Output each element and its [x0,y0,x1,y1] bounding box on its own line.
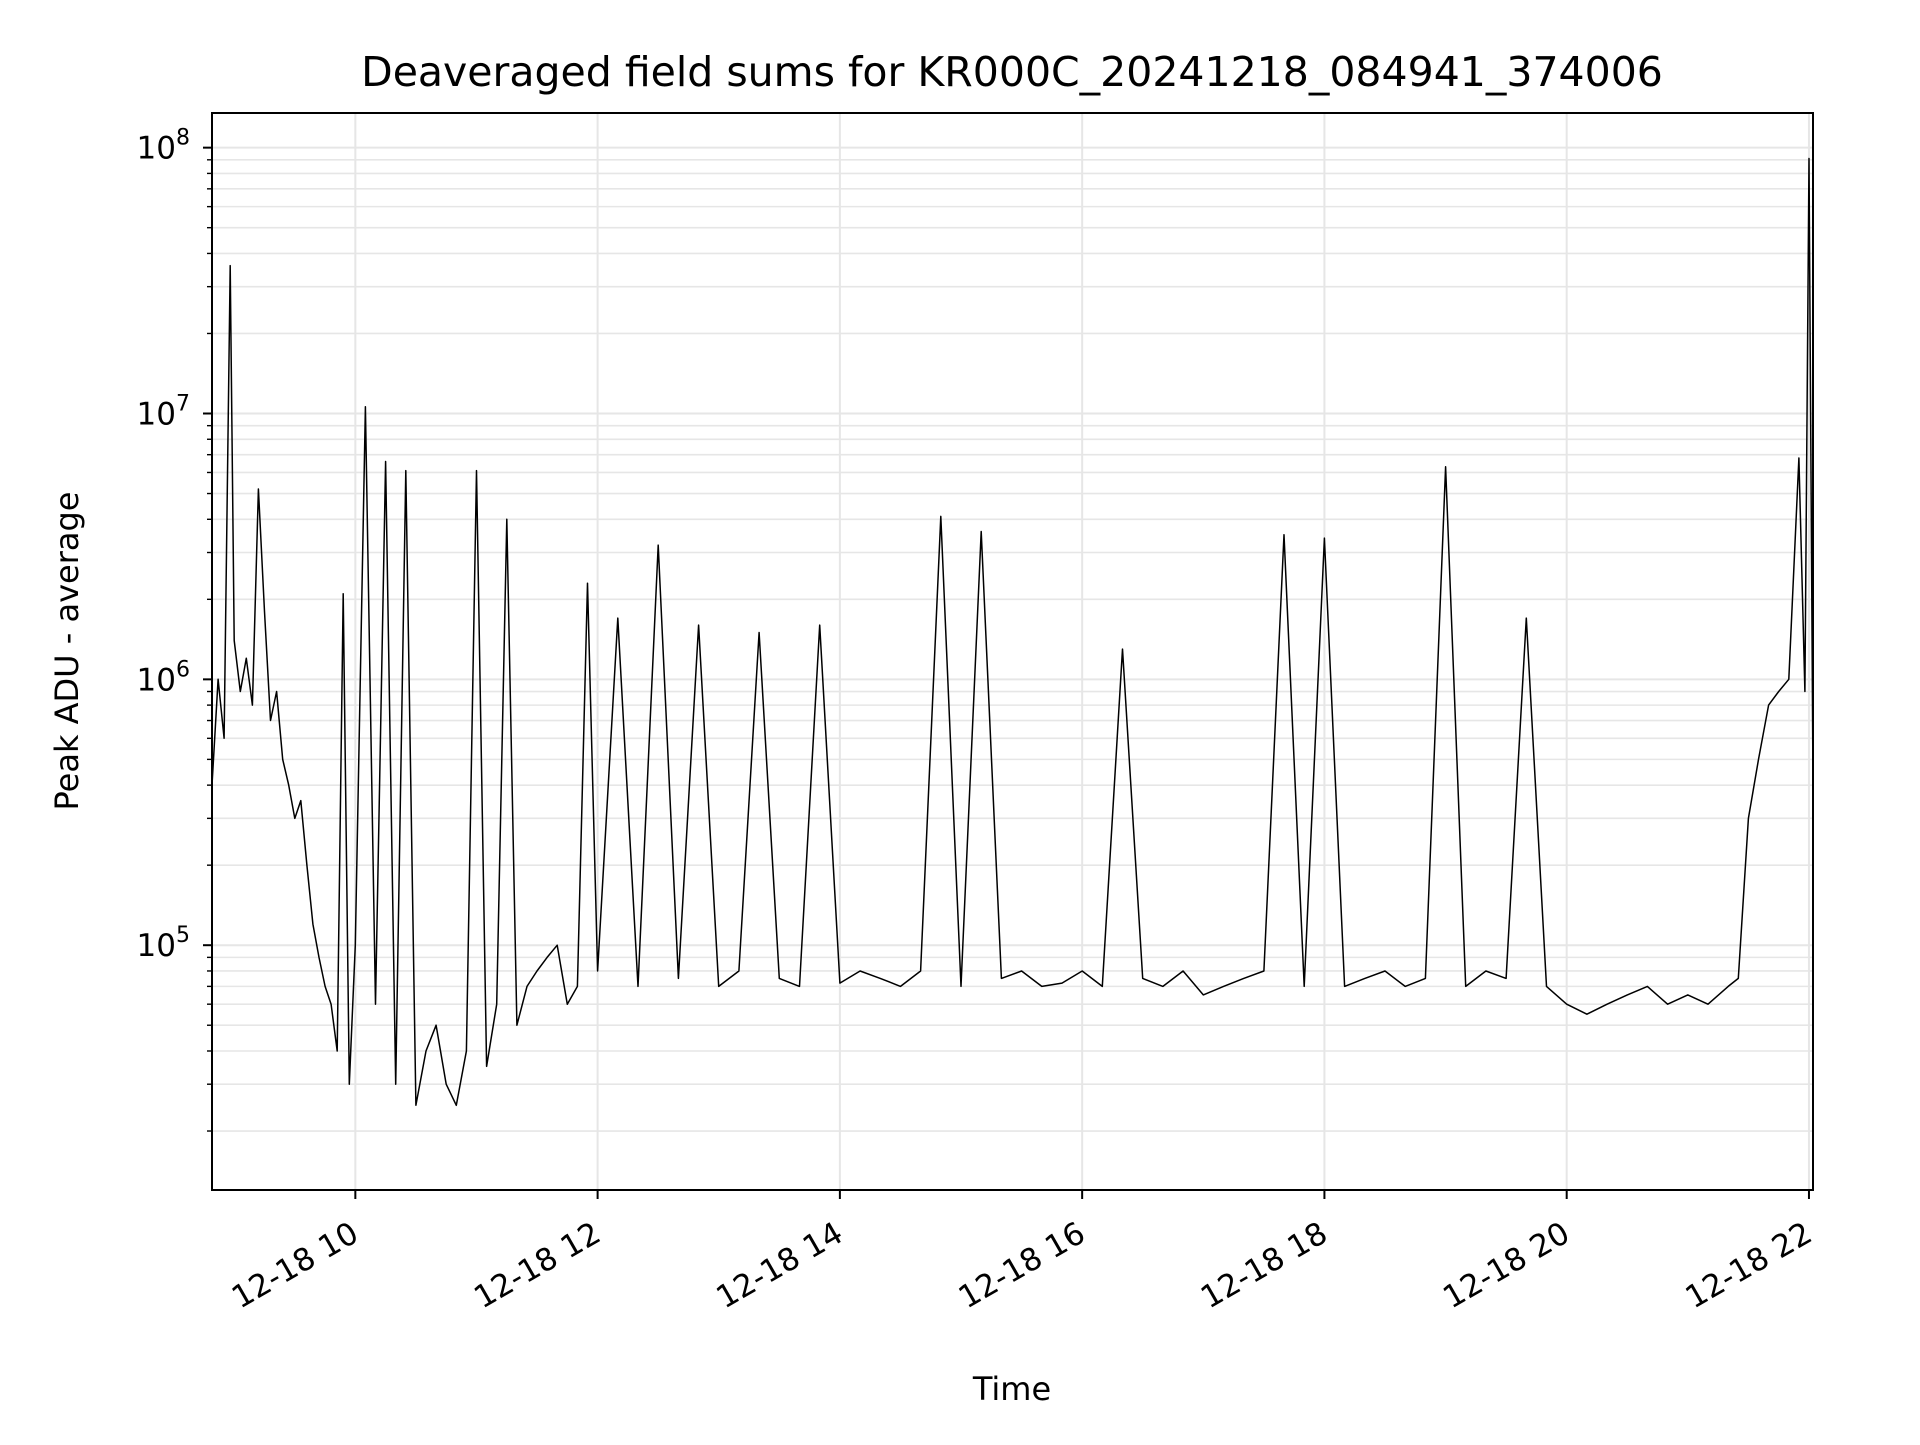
y-tick-label: 106 [137,657,190,698]
y-tick-label: 105 [137,923,190,964]
x-axis-label: Time [972,1370,1051,1408]
grid-layer [212,113,1813,1190]
y-axis-label: Peak ADU - average [48,492,86,811]
plot-frame [211,112,1814,1191]
y-tick-label: 107 [137,391,190,432]
series-line [211,157,1814,1107]
chart-title: Deaveraged field sums for KR000C_2024121… [361,48,1663,96]
y-tick-label: 108 [137,126,190,167]
series-layer [211,157,1814,1107]
y-axis: 105 106 107 108 [137,126,212,1132]
